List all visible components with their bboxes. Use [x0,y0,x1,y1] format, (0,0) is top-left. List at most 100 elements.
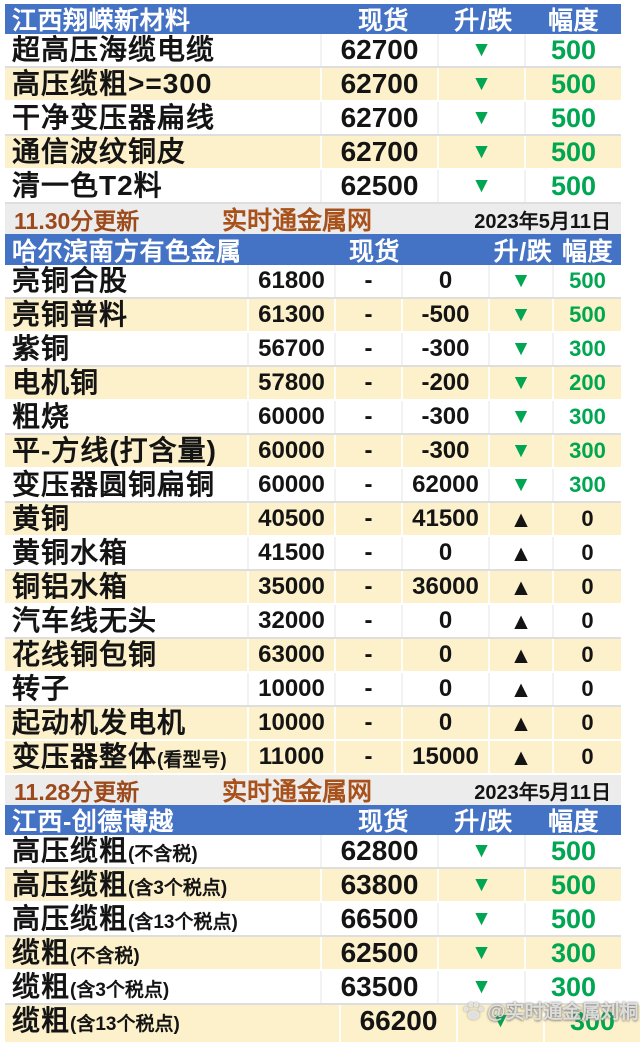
change-amount: 500 [524,102,621,134]
item-name: 高压缆粗 (含3个税点) [5,869,320,901]
update-date: 2023年5月11日 [474,210,611,233]
change-amount: 0 [552,571,621,603]
change-amount: 500 [552,299,621,331]
price-rows: 高压缆粗 (不含税) 62800 ▼ 500 高压缆粗 (含3个税点) 63800 ▼ 500 高压… [5,835,640,1042]
item-name-text: 粗烧 [12,401,71,432]
range-dash: - [334,707,401,739]
price-low: 10000 [247,707,334,739]
update-bar: 11.28分更新 实时通金属网 2023年5月11日 [5,775,621,806]
range-dash: - [334,639,401,671]
spot-price: 62500 [320,937,437,969]
change-amount: 300 [524,971,621,1003]
trend-up-icon: ▲ [488,639,552,671]
section-title: 哈尔滨南方有色金属 [12,237,242,266]
change-amount: 0 [552,707,621,739]
item-name-text: 铜铝水箱 [12,571,129,602]
trend-down-icon: ▼ [437,835,524,867]
spot-price: 62500 [320,170,437,202]
trend-up-icon: ▲ [488,537,552,569]
item-name: 高压缆粗 (不含税) [5,835,320,867]
range-dash: - [334,299,401,331]
item-name: 通信波纹铜皮 [5,136,320,168]
item-name-text: 超高压海缆电缆 [12,34,216,65]
table-row: 亮铜合股 61800-0 ▼ 500 [5,265,621,299]
change-amount: 500 [524,903,621,935]
trend-down-icon: ▼ [437,68,524,100]
range-dash: - [334,333,401,365]
price-rows: 超高压海缆电缆 62700 ▼ 500 高压缆粗>=300 62700 ▼ 500 干净变压器扁… [5,34,621,204]
price-low: 61300 [247,299,334,331]
item-name: 粗烧 [5,401,247,433]
table-row: 粗烧 60000- -300 ▼ 300 [5,401,621,435]
item-name-note: (含13个税点) [128,912,238,933]
section-header: 江西-创德博越 现货 升/跌 幅度 [5,805,621,836]
item-name: 高压缆粗 (含13个税点) [5,903,320,935]
change-amount: 300 [552,401,621,433]
column-header-range: 幅度 [561,237,613,266]
item-name: 黄铜 [5,503,247,535]
table-row: 超高压海缆电缆 62700 ▼ 500 [5,34,621,68]
range-dash: - [334,537,401,569]
price-high: 0 [401,605,488,637]
range-dash: - [334,605,401,637]
price-high: 41500 [401,503,488,535]
trend-up-icon: ▲ [488,707,552,739]
change-amount: 0 [552,741,621,773]
price-low: 61800 [247,265,334,297]
table-row: 缆粗 (含13个税点) 66200 ▼ 300 [5,1005,640,1042]
trend-down-icon: ▼ [488,401,552,433]
change-amount: 300 [524,937,621,969]
price-low: 32000 [247,605,334,637]
section-header: 江西翔嵘新材料 现货 升/跌 幅度 [5,4,621,35]
table-row: 亮铜普料 61300- -500 ▼ 500 [5,299,621,333]
change-amount: 300 [543,1005,640,1042]
change-amount: 500 [524,835,621,867]
range-dash: - [334,469,401,501]
item-name: 亮铜合股 [5,265,247,297]
item-name: 变压器圆铜扁铜 [5,469,247,501]
column-header-updown: 升/跌 [454,7,513,35]
item-name-text: 紫铜 [12,333,71,364]
change-amount: 500 [524,136,621,168]
trend-up-icon: ▲ [488,605,552,637]
price-high: -500 [401,299,488,331]
item-name-text: 黄铜 [12,503,71,534]
item-name-text: 转子 [12,673,71,704]
column-header-spot: 现货 [357,7,409,35]
price-high: 0 [401,265,488,297]
item-name-note: (看型号) [157,750,227,771]
trend-up-icon: ▲ [488,741,552,773]
price-high: 0 [401,673,488,705]
item-name: 高压缆粗>=300 [5,68,320,100]
item-name-text: 缆粗 [12,937,71,968]
price-low: 57800 [247,367,334,399]
spot-price: 62700 [320,136,437,168]
spot-price: 62700 [320,102,437,134]
range-dash: - [334,741,401,773]
trend-up-icon: ▲ [488,673,552,705]
trend-down-icon: ▼ [437,869,524,901]
item-name: 花线铜包铜 [5,639,247,671]
table-row: 花线铜包铜 63000-0 ▲ 0 [5,639,621,673]
table-row: 起动机发电机 10000-0 ▲ 0 [5,707,621,741]
item-name: 清一色T2料 [5,170,320,202]
item-name-text: 高压缆粗>=300 [12,68,213,99]
change-amount: 300 [552,469,621,501]
table-row: 转子 10000-0 ▲ 0 [5,673,621,707]
table-row: 紫铜 56700- -300 ▼ 300 [5,333,621,367]
change-amount: 0 [552,537,621,569]
table-row: 高压缆粗 (不含税) 62800 ▼ 500 [5,835,621,869]
item-name: 紫铜 [5,333,247,365]
trend-down-icon: ▼ [437,136,524,168]
trend-down-icon: ▼ [437,102,524,134]
table-row: 清一色T2料 62500 ▼ 500 [5,170,621,204]
item-name: 黄铜水箱 [5,537,247,569]
column-header-spot: 现货 [348,237,400,266]
item-name-text: 汽车线无头 [12,605,158,636]
column-header-range: 幅度 [547,7,599,35]
section-jiangxi-chuangde: 江西-创德博越 现货 升/跌 幅度 高压缆粗 (不含税) 62800 ▼ 500 高压缆粗… [5,805,640,1042]
item-name-text: 高压缆粗 [12,869,129,900]
section-haerbin-nanfang: 哈尔滨南方有色金属 现货 升/跌 幅度 亮铜合股 61800-0 ▼ 500 亮铜普料 6… [5,234,621,806]
change-amount: 500 [524,170,621,202]
item-name: 干净变压器扁线 [5,102,320,134]
